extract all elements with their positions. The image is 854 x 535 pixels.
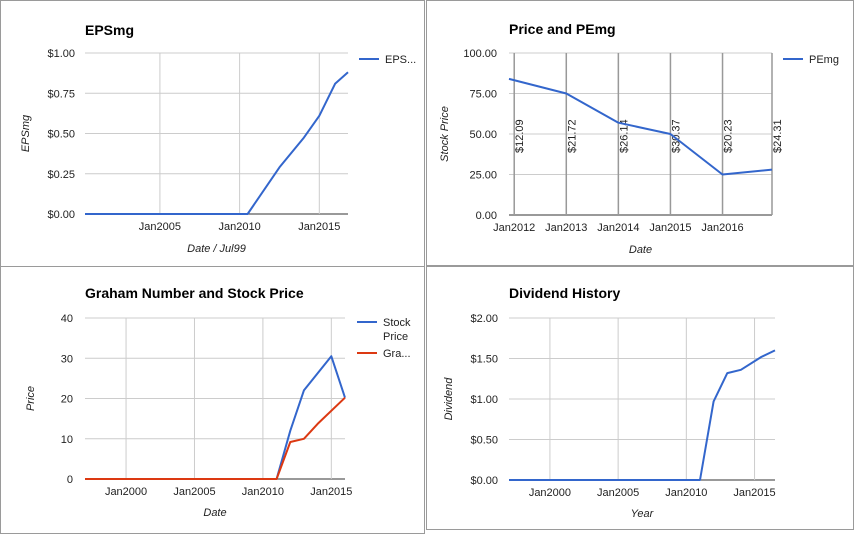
legend-label: Stock bbox=[383, 317, 411, 329]
chart-title: Price and PEmg bbox=[509, 21, 616, 37]
y-tick-label: 10 bbox=[61, 434, 73, 446]
x-axis-label: Date / Jul99 bbox=[187, 243, 246, 255]
series-line bbox=[509, 350, 775, 480]
y-tick-label: $2.00 bbox=[470, 313, 498, 325]
series-line bbox=[85, 356, 345, 479]
price-pe-chart-panel: Price and PEmg 0.00 25.00 50.00 75.00 100.00 J… bbox=[426, 0, 854, 266]
legend-label: PEmg bbox=[809, 54, 839, 66]
annotation-label: $20.23 bbox=[723, 119, 735, 153]
chart-title: Graham Number and Stock Price bbox=[85, 285, 304, 301]
x-tick-label: Jan2005 bbox=[173, 486, 215, 498]
chart-title: EPSmg bbox=[85, 22, 134, 38]
x-tick-label: Jan2000 bbox=[105, 486, 147, 498]
y-tick-label: $0.50 bbox=[470, 435, 498, 447]
x-tick-label: Jan2010 bbox=[219, 221, 261, 233]
x-axis-label: Date bbox=[629, 244, 652, 256]
eps-chart-panel: EPSmg $0.00 $0.25 $0.50 $0.75 $1.00 Jan2005 Jan… bbox=[0, 0, 425, 267]
x-axis-label: Year bbox=[631, 508, 655, 520]
x-tick-label: Jan2014 bbox=[597, 222, 639, 234]
eps-chart: EPSmg $0.00 $0.25 $0.50 $0.75 $1.00 Jan2005 Jan… bbox=[1, 1, 426, 268]
x-tick-label: Jan2013 bbox=[545, 222, 587, 234]
x-tick-label: Jan2005 bbox=[139, 221, 181, 233]
price-pe-chart: Price and PEmg 0.00 25.00 50.00 75.00 100.00 J… bbox=[427, 1, 854, 267]
y-tick-label: $0.25 bbox=[47, 169, 75, 181]
y-axis-label: Stock Price bbox=[439, 106, 451, 162]
y-tick-label: 50.00 bbox=[469, 129, 497, 141]
x-tick-label: Jan2012 bbox=[493, 222, 535, 234]
x-tick-label: Jan2010 bbox=[242, 486, 284, 498]
graham-chart: Graham Number and Stock Price 0 10 20 30 40 Ja… bbox=[1, 267, 426, 535]
graham-chart-panel: Graham Number and Stock Price 0 10 20 30 40 Ja… bbox=[0, 266, 425, 534]
y-axis-label: Dividend bbox=[443, 377, 455, 421]
legend-label: EPS... bbox=[385, 54, 416, 66]
dividend-chart-panel: Dividend History $0.00 $0.50 $1.00 $1.50 $2.0… bbox=[426, 266, 854, 530]
y-tick-label: 0 bbox=[67, 474, 73, 486]
y-tick-label: 40 bbox=[61, 313, 73, 325]
y-axis-label: EPSmg bbox=[20, 114, 32, 152]
y-tick-label: $0.00 bbox=[470, 475, 498, 487]
y-tick-label: $0.50 bbox=[47, 129, 75, 141]
annotation-label: $12.09 bbox=[514, 119, 526, 153]
y-tick-label: $0.75 bbox=[47, 88, 75, 100]
y-tick-label: $0.00 bbox=[47, 209, 75, 221]
annotation-label: $21.72 bbox=[566, 119, 578, 153]
y-tick-label: 100.00 bbox=[463, 48, 497, 60]
x-tick-label: Jan2005 bbox=[597, 487, 639, 499]
y-tick-label: 25.00 bbox=[469, 170, 497, 182]
x-tick-label: Jan2015 bbox=[649, 222, 691, 234]
x-axis-label: Date bbox=[203, 507, 226, 519]
annotation-label: $24.31 bbox=[772, 119, 784, 153]
legend-label: Price bbox=[383, 331, 408, 343]
dividend-chart: Dividend History $0.00 $0.50 $1.00 $1.50 $2.0… bbox=[427, 267, 854, 531]
y-tick-label: 30 bbox=[61, 353, 73, 365]
x-tick-label: Jan2015 bbox=[733, 487, 775, 499]
legend-label: Gra... bbox=[383, 348, 411, 360]
y-tick-label: 0.00 bbox=[476, 210, 497, 222]
x-tick-label: Jan2015 bbox=[298, 221, 340, 233]
y-tick-label: $1.00 bbox=[470, 394, 498, 406]
chart-title: Dividend History bbox=[509, 285, 620, 301]
x-tick-label: Jan2010 bbox=[665, 487, 707, 499]
y-tick-label: 75.00 bbox=[469, 89, 497, 101]
x-tick-label: Jan2000 bbox=[529, 487, 571, 499]
y-axis-label: Price bbox=[25, 386, 37, 411]
x-tick-label: Jan2015 bbox=[310, 486, 352, 498]
y-tick-label: 20 bbox=[61, 394, 73, 406]
y-tick-label: $1.00 bbox=[47, 48, 75, 60]
x-tick-label: Jan2016 bbox=[701, 222, 743, 234]
y-tick-label: $1.50 bbox=[470, 354, 498, 366]
